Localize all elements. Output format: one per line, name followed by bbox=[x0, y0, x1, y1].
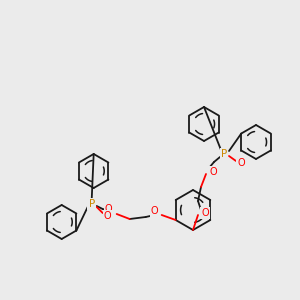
Text: O: O bbox=[209, 167, 217, 177]
Text: O: O bbox=[104, 211, 112, 221]
Text: O: O bbox=[151, 206, 158, 216]
Text: P: P bbox=[88, 199, 95, 209]
Text: O: O bbox=[237, 158, 245, 168]
Text: P: P bbox=[221, 149, 227, 159]
Text: O: O bbox=[201, 208, 209, 218]
Text: O: O bbox=[105, 204, 112, 214]
